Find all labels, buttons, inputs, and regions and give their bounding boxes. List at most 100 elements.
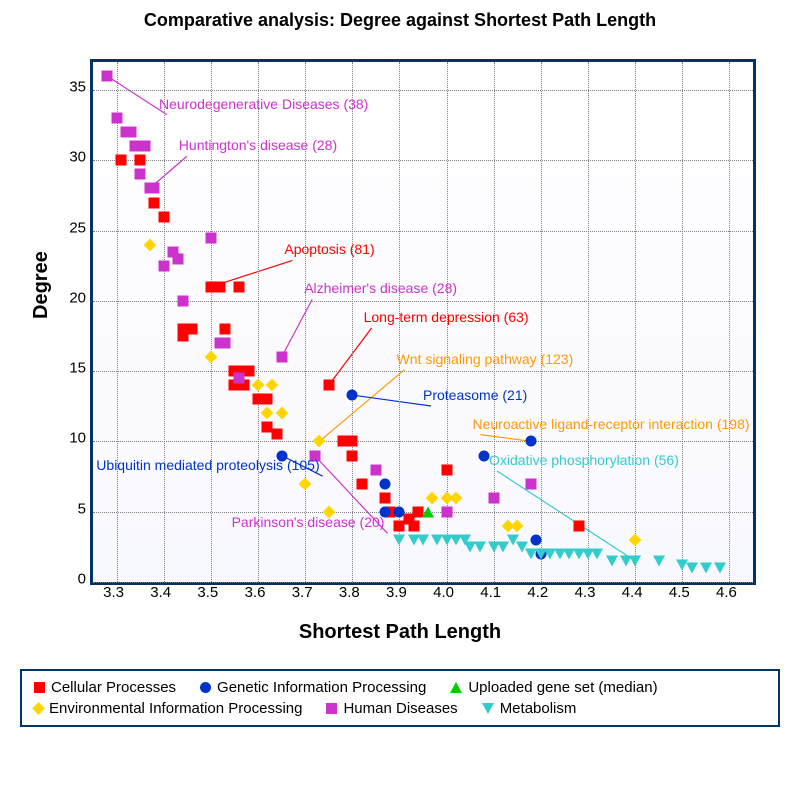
annotation-label: Ubiquitin mediated proteolysis (105)	[96, 457, 319, 473]
marker-square	[205, 232, 216, 243]
marker-square	[276, 352, 287, 363]
marker-diamond	[629, 533, 642, 546]
gridline-h	[93, 90, 753, 91]
annotation-label: Apoptosis (81)	[284, 241, 374, 257]
marker-diamond	[32, 702, 45, 715]
marker-triangle-down	[653, 555, 665, 566]
marker-square	[177, 331, 188, 342]
gridline-h	[93, 441, 753, 442]
marker-square	[220, 324, 231, 335]
marker-square	[135, 169, 146, 180]
marker-triangle-down	[417, 534, 429, 545]
marker-square	[347, 450, 358, 461]
gridline-v	[352, 62, 353, 582]
annotation-label: Long-term depression (63)	[364, 309, 529, 325]
gridline-h	[93, 301, 753, 302]
marker-square	[187, 324, 198, 335]
marker-square	[326, 703, 337, 714]
x-tick-label: 4.5	[669, 584, 690, 601]
marker-square	[116, 155, 127, 166]
x-tick-label: 3.9	[386, 584, 407, 601]
marker-triangle-down	[591, 548, 603, 559]
x-tick-label: 4.0	[433, 584, 454, 601]
marker-diamond	[204, 351, 217, 364]
marker-square	[347, 436, 358, 447]
marker-square	[370, 464, 381, 475]
y-tick-label: 35	[56, 79, 86, 96]
marker-diamond	[252, 379, 265, 392]
marker-diamond	[426, 491, 439, 504]
marker-circle	[394, 506, 405, 517]
annotation-label: Alzheimer's disease (28)	[304, 280, 457, 296]
marker-diamond	[143, 238, 156, 251]
y-tick-label: 10	[56, 430, 86, 447]
chart-area: Degree Neurodegenerative Diseases (38)Hu…	[20, 39, 780, 659]
marker-triangle-down	[686, 562, 698, 573]
legend-item: Environmental Information Processing	[34, 700, 302, 717]
x-axis-label: Shortest Path Length	[20, 621, 780, 644]
marker-square	[125, 127, 136, 138]
marker-triangle-down	[482, 703, 494, 714]
gridline-h	[93, 371, 753, 372]
x-tick-label: 4.4	[622, 584, 643, 601]
marker-triangle-up	[422, 506, 434, 517]
marker-square	[139, 141, 150, 152]
legend-item: Metabolism	[482, 700, 577, 717]
marker-square	[262, 394, 273, 405]
x-tick-label: 4.1	[480, 584, 501, 601]
marker-square	[323, 380, 334, 391]
marker-triangle-down	[474, 541, 486, 552]
gridline-v	[164, 62, 165, 582]
gridline-v	[635, 62, 636, 582]
x-tick-label: 3.5	[197, 584, 218, 601]
marker-square	[220, 338, 231, 349]
marker-circle	[526, 436, 537, 447]
leader-line	[282, 299, 313, 357]
marker-square	[111, 113, 122, 124]
marker-square	[215, 281, 226, 292]
gridline-v	[729, 62, 730, 582]
marker-diamond	[511, 519, 524, 532]
x-tick-label: 4.2	[527, 584, 548, 601]
marker-triangle-down	[393, 534, 405, 545]
annotation-label: Neuroactive ligand-receptor interaction …	[473, 416, 750, 432]
marker-square	[526, 478, 537, 489]
marker-square	[441, 506, 452, 517]
marker-square	[135, 155, 146, 166]
marker-circle	[200, 682, 211, 693]
marker-square	[149, 183, 160, 194]
y-tick-label: 25	[56, 219, 86, 236]
marker-diamond	[266, 379, 279, 392]
legend-label: Cellular Processes	[51, 679, 176, 696]
marker-circle	[347, 390, 358, 401]
marker-square	[172, 253, 183, 264]
gridline-h	[93, 160, 753, 161]
y-axis-label: Degree	[30, 251, 53, 319]
marker-triangle-down	[714, 562, 726, 573]
gridline-h	[93, 231, 753, 232]
marker-circle	[380, 478, 391, 489]
legend-label: Genetic Information Processing	[217, 679, 426, 696]
marker-square	[158, 260, 169, 271]
marker-diamond	[313, 435, 326, 448]
marker-diamond	[261, 407, 274, 420]
leader-line	[352, 395, 431, 406]
annotation-label: Oxidative phosphorylation (56)	[489, 452, 679, 468]
marker-square	[158, 211, 169, 222]
y-tick-label: 0	[56, 571, 86, 588]
legend-label: Uploaded gene set (median)	[468, 679, 657, 696]
x-tick-label: 3.8	[339, 584, 360, 601]
marker-triangle-down	[606, 555, 618, 566]
annotation-label: Huntington's disease (28)	[179, 137, 337, 153]
marker-square	[408, 520, 419, 531]
marker-diamond	[450, 491, 463, 504]
y-tick-label: 5	[56, 500, 86, 517]
y-tick-label: 15	[56, 360, 86, 377]
marker-diamond	[299, 477, 312, 490]
marker-square	[234, 281, 245, 292]
marker-triangle-up	[450, 682, 462, 693]
plot-area: Neurodegenerative Diseases (38)Huntingto…	[90, 59, 756, 585]
marker-square	[356, 478, 367, 489]
marker-square	[271, 429, 282, 440]
annotation-label: Proteasome (21)	[423, 387, 527, 403]
